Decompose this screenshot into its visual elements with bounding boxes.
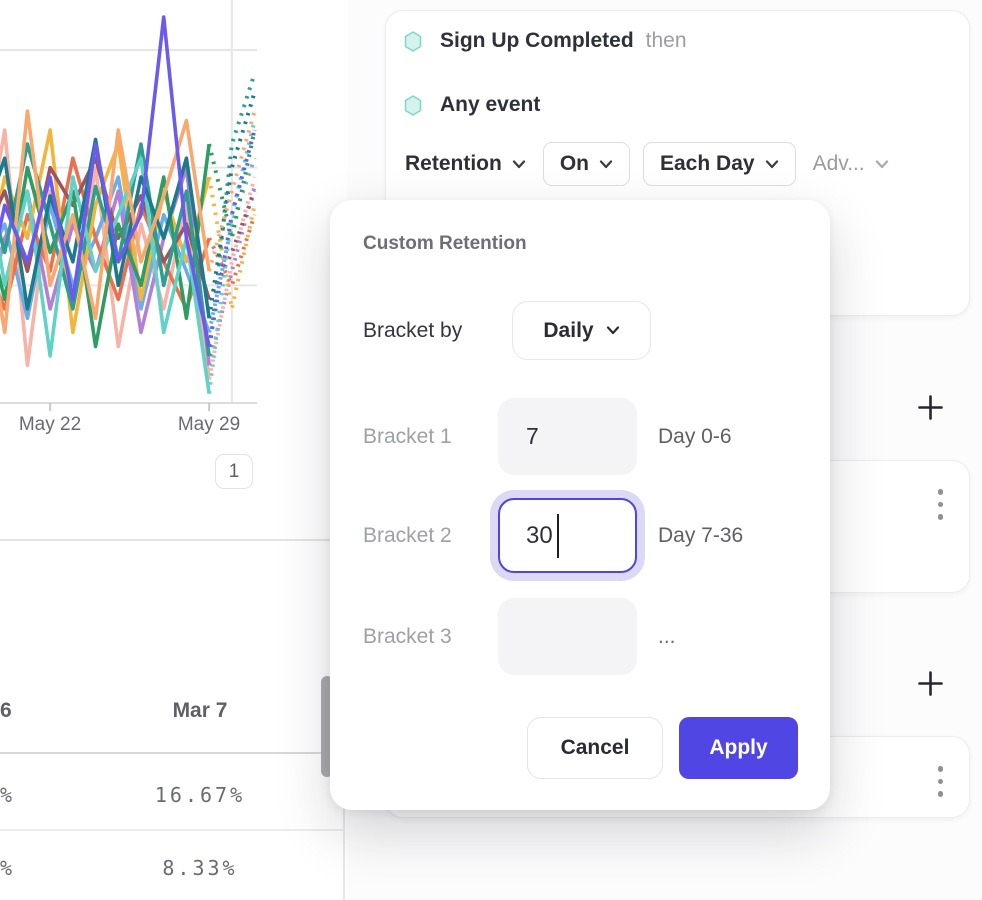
table-cell: 8.33% <box>162 856 238 880</box>
table-header-divider <box>0 752 343 754</box>
interval-dropdown[interactable]: Each Day <box>643 142 796 186</box>
bracket-row-3: Bracket 3 ... <box>330 598 830 675</box>
kebab-menu-button[interactable] <box>937 489 943 520</box>
chevron-down-icon <box>599 159 613 168</box>
bracket-1-range: Day 0-6 <box>658 424 732 448</box>
query-step-suffix: then <box>645 29 687 52</box>
bracket-2-label: Bracket 2 <box>363 523 452 547</box>
retention-line-chart <box>0 0 347 412</box>
cancel-button[interactable]: Cancel <box>527 717 663 779</box>
on-dropdown[interactable]: On <box>542 142 630 186</box>
table-cell: 16.67% <box>154 783 246 807</box>
modal-title: Custom Retention <box>363 233 527 254</box>
table-cell-clipped: % <box>0 783 16 807</box>
chevron-down-icon <box>765 159 778 168</box>
query-step-return-event[interactable]: Any event <box>404 86 540 124</box>
bracket-by-label: Bracket by <box>363 318 463 342</box>
apply-button[interactable]: Apply <box>679 717 798 779</box>
measure-dropdown[interactable]: Retention <box>401 152 530 176</box>
section-divider <box>0 539 347 541</box>
query-controls-row: Retention On Each Day Adv... <box>401 142 893 186</box>
bracket-1-input[interactable] <box>498 398 637 475</box>
table-column-header-clipped: 6 <box>0 699 12 722</box>
measure-dropdown-label: Retention <box>405 152 502 175</box>
bracket-2-input-focused[interactable] <box>498 498 637 573</box>
kebab-menu-button[interactable] <box>937 766 943 797</box>
bracket-1-label: Bracket 1 <box>363 424 452 448</box>
bracket-row-1: Bracket 1 Day 0-6 <box>330 398 830 475</box>
advanced-dropdown[interactable]: Adv... <box>809 152 893 176</box>
bracket-3-input[interactable] <box>498 598 637 675</box>
bracket-3-range: ... <box>658 624 676 648</box>
modal-actions: Cancel Apply <box>330 717 830 779</box>
query-step-first-event[interactable]: Sign Up Completed then <box>404 22 687 60</box>
bracket-2-range: Day 7-36 <box>658 523 744 547</box>
plus-icon <box>917 394 943 420</box>
bracket-3-label: Bracket 3 <box>363 624 452 648</box>
hexagon-event-icon <box>404 94 422 116</box>
table-row-divider <box>0 829 343 831</box>
bracket-by-value: Daily <box>543 318 594 342</box>
chevron-down-icon <box>875 159 888 168</box>
advanced-dropdown-label: Adv... <box>812 152 865 175</box>
chevron-down-icon <box>512 159 525 168</box>
chart-canvas <box>0 0 257 411</box>
add-section-button[interactable] <box>917 670 943 696</box>
interval-dropdown-label: Each Day <box>660 152 755 175</box>
bracket-by-select[interactable]: Daily <box>512 301 651 360</box>
pagination-page-button[interactable]: 1 <box>215 454 253 489</box>
plus-icon <box>917 670 943 696</box>
chevron-down-icon <box>606 326 619 335</box>
add-section-button[interactable] <box>917 394 943 420</box>
hexagon-event-icon <box>404 30 422 52</box>
on-dropdown-label: On <box>559 152 589 175</box>
text-cursor <box>557 514 559 558</box>
query-step-label: Sign Up Completed <box>440 29 634 52</box>
bracket-row-2: Bracket 2 Day 7-36 <box>330 498 830 573</box>
x-axis-tick-label: May 29 <box>177 414 241 435</box>
bracket-by-row: Bracket by Daily <box>330 301 830 360</box>
query-step-label: Any event <box>440 93 541 116</box>
custom-retention-modal: Custom Retention Bracket by Daily Bracke… <box>330 200 830 810</box>
x-axis-tick-label: May 22 <box>18 414 82 435</box>
table-cell-clipped: % <box>0 856 16 880</box>
table-column-header: Mar 7 <box>172 699 228 722</box>
